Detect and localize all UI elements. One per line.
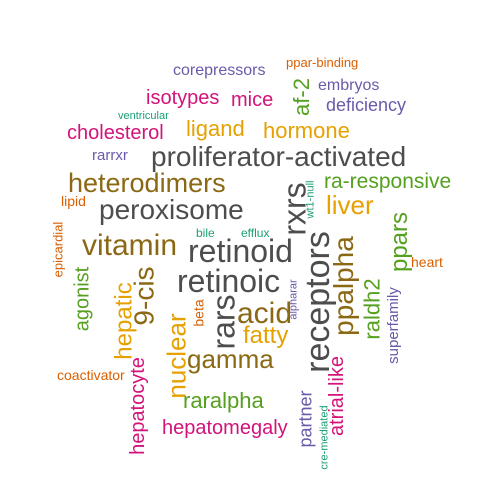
word-heterodimers: heterodimers: [68, 168, 226, 198]
word-retinoid: retinoid: [188, 233, 293, 269]
word-ppalpha: ppalpha: [327, 236, 359, 336]
word-mice: mice: [231, 89, 274, 111]
word-lipid: lipid: [61, 193, 86, 209]
word-corepressors: corepressors: [173, 62, 266, 79]
word-rarrxr: rarrxr: [92, 147, 128, 164]
word-retinoic: retinoic: [177, 263, 281, 299]
word-superfamily: superfamily: [384, 287, 402, 364]
word-raldh2: raldh2: [359, 278, 385, 340]
word-hepatic: hepatic: [110, 282, 138, 360]
word-bile: bile: [196, 226, 215, 240]
word-hormone: hormone: [263, 118, 350, 143]
word-nuclear: nuclear: [161, 313, 192, 399]
word-acid: acid: [237, 297, 293, 330]
word-agonist: agonist: [71, 266, 94, 332]
word-af-2: af-2: [288, 78, 314, 116]
word-ppar-binding: ppar-binding: [286, 55, 359, 70]
word-ventricular: ventricular: [118, 110, 169, 122]
word-efflux: efflux: [241, 226, 270, 240]
word-raralpha: raralpha: [183, 388, 264, 413]
word-coactivator: coactivator: [57, 367, 125, 383]
word-beta: beta: [190, 299, 207, 327]
word-cre-mediated: cre-mediated: [318, 405, 331, 470]
word-rars: rars: [205, 294, 242, 350]
word-heart: heart: [411, 254, 443, 270]
word-ppars: ppars: [386, 211, 414, 273]
word-peroxisome: peroxisome: [99, 194, 244, 225]
word-vitamin: vitamin: [82, 229, 178, 262]
word-hepatomegaly: hepatomegaly: [162, 417, 288, 439]
word-rxrs: rxrs: [276, 182, 313, 236]
word-fatty: fatty: [243, 322, 289, 349]
word-partner: partner: [295, 390, 316, 448]
word-ligand: ligand: [186, 116, 245, 141]
word-proliferator-activated: proliferator-activated: [151, 141, 407, 172]
word-ra-responsive: ra-responsive: [324, 170, 452, 193]
word-cholesterol: cholesterol: [67, 122, 164, 144]
word-hepatocyte: hepatocyte: [126, 357, 149, 455]
word-liver: liver: [326, 190, 374, 220]
word-deficiency: deficiency: [326, 95, 407, 115]
word-gamma: gamma: [187, 344, 274, 374]
word-epicardial: epicardial: [50, 221, 66, 278]
word-isotypes: isotypes: [146, 87, 220, 109]
word-embryos: embryos: [318, 77, 380, 94]
